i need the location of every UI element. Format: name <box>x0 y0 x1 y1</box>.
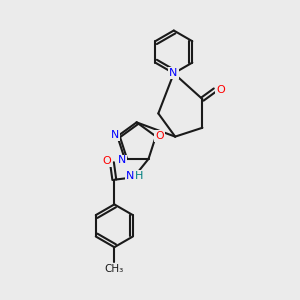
Text: H: H <box>135 171 143 181</box>
Text: O: O <box>216 85 225 95</box>
Text: O: O <box>155 131 164 141</box>
Text: N: N <box>118 155 127 165</box>
Text: N: N <box>126 171 134 181</box>
Text: CH₃: CH₃ <box>105 264 124 274</box>
Text: N: N <box>169 68 178 78</box>
Text: N: N <box>111 130 119 140</box>
Text: O: O <box>103 156 112 166</box>
